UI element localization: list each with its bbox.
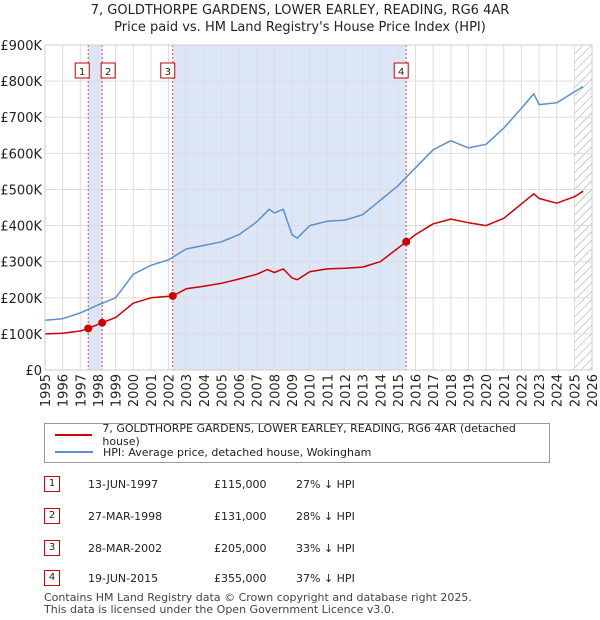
x-tick-label: 2013	[357, 374, 372, 407]
transaction-hpi: 33% ↓ HPI	[296, 542, 355, 555]
legend-item-property: 7, GOLDTHORPE GARDENS, LOWER EARLEY, REA…	[55, 422, 549, 448]
transaction-number: 3	[44, 540, 60, 556]
sale-marker-label: 4	[398, 67, 404, 78]
sale-marker-box	[100, 62, 116, 79]
x-tick-label: 2026	[586, 374, 600, 407]
transaction-row: 2 27-MAR-1998 £131,000 28% ↓ HPI	[44, 508, 564, 526]
legend-label-property: 7, GOLDTHORPE GARDENS, LOWER EARLEY, REA…	[102, 422, 516, 448]
plot-frame	[44, 44, 593, 371]
transaction-row: 4 19-JUN-2015 £355,000 37% ↓ HPI	[44, 570, 564, 588]
footer-licence: This data is licensed under the Open Gov…	[44, 603, 395, 616]
y-tick-label: £900K	[0, 39, 42, 54]
sale-point	[84, 324, 93, 333]
x-tick-label: 2014	[374, 374, 389, 407]
transaction-hpi: 28% ↓ HPI	[296, 510, 355, 523]
x-tick-label: 2001	[145, 374, 160, 407]
x-tick-label: 2018	[445, 374, 460, 407]
transaction-price: £115,000	[214, 478, 267, 491]
property-price-line	[44, 190, 584, 335]
transaction-price: £131,000	[214, 510, 267, 523]
x-tick-label: 2012	[339, 374, 354, 407]
legend-swatch-hpi	[55, 451, 93, 453]
hatched-region	[574, 45, 592, 370]
hpi-line	[44, 85, 584, 321]
x-tick-label: 2022	[515, 374, 530, 407]
chart-title: 7, GOLDTHORPE GARDENS, LOWER EARLEY, REA…	[90, 3, 510, 18]
transaction-row: 3 28-MAR-2002 £205,000 33% ↓ HPI	[44, 540, 564, 558]
x-tick-label: 2025	[568, 374, 583, 407]
x-tick-label: 2023	[533, 374, 548, 407]
transaction-price: £205,000	[214, 542, 267, 555]
x-tick-label: 2004	[198, 374, 213, 407]
sale-point	[168, 291, 177, 300]
ownership-shade	[172, 45, 407, 370]
x-tick-label: 1997	[74, 374, 89, 407]
y-tick-label: £700K	[0, 111, 42, 126]
x-tick-label: 1999	[110, 374, 125, 407]
transaction-date: 28-MAR-2002	[88, 542, 163, 555]
transaction-hpi: 37% ↓ HPI	[296, 572, 355, 585]
price-chart: 1 2 3 4 £0 £100K £200K £300K £400K £500K £600K £70…	[0, 39, 600, 407]
legend-label-hpi: HPI: Average price, detached house, Woki…	[103, 445, 372, 459]
sale-marker-label: 3	[165, 67, 171, 78]
y-tick-label: £100K	[0, 328, 42, 343]
y-tick-label: £300K	[0, 256, 42, 271]
chart-legend: 7, GOLDTHORPE GARDENS, LOWER EARLEY, REA…	[44, 422, 550, 463]
y-tick-label: £600K	[0, 147, 42, 162]
legend-item-hpi: HPI: Average price, detached house, Woki…	[55, 444, 371, 460]
transaction-number: 2	[44, 508, 60, 524]
x-tick-label: 2016	[410, 374, 425, 407]
x-tick-label: 2011	[321, 374, 336, 407]
sale-marker-label: 1	[79, 67, 85, 78]
transaction-number: 4	[44, 570, 60, 586]
sale-marker-box	[393, 62, 409, 79]
y-tick-label: £0	[25, 364, 42, 379]
transaction-date: 19-JUN-2015	[88, 572, 159, 585]
legend-swatch-property	[55, 434, 93, 436]
x-tick-label: 2000	[127, 374, 142, 407]
transaction-row: 1 13-JUN-1997 £115,000 27% ↓ HPI	[44, 476, 564, 494]
x-tick-label: 2007	[251, 374, 266, 407]
footer-copyright: Contains HM Land Registry data © Crown c…	[44, 591, 472, 604]
x-tick-label: 2019	[462, 374, 477, 407]
y-tick-label: £200K	[0, 292, 42, 307]
sale-marker-box	[160, 62, 176, 79]
x-tick-label: 2005	[215, 374, 230, 407]
x-tick-label: 2020	[480, 374, 495, 407]
x-tick-label: 2002	[163, 374, 178, 407]
chart-subtitle: Price paid vs. HM Land Registry's House …	[114, 20, 486, 35]
x-tick-label: 2021	[498, 374, 513, 407]
y-tick-label: £500K	[0, 183, 42, 198]
transaction-price: £355,000	[214, 572, 267, 585]
x-tick-label: 2010	[304, 374, 319, 407]
x-tick-label: 1995	[39, 374, 54, 407]
transaction-hpi: 27% ↓ HPI	[296, 478, 355, 491]
sale-point	[98, 318, 107, 327]
x-tick-label: 2024	[551, 374, 566, 407]
x-tick-label: 1998	[92, 374, 107, 407]
x-tick-label: 2015	[392, 374, 407, 407]
x-tick-label: 2006	[233, 374, 248, 407]
y-tick-label: £400K	[0, 220, 42, 235]
x-tick-label: 2017	[427, 374, 442, 407]
transaction-date: 27-MAR-1998	[88, 510, 163, 523]
sale-marker-label: 2	[105, 67, 111, 78]
sale-marker-box	[74, 62, 90, 79]
x-tick-label: 2009	[286, 374, 301, 407]
x-tick-label: 2003	[180, 374, 195, 407]
x-tick-label: 1996	[57, 374, 72, 407]
transaction-number: 1	[44, 476, 60, 492]
ownership-shade	[88, 45, 103, 370]
transaction-date: 13-JUN-1997	[88, 478, 159, 491]
y-tick-label: £800K	[0, 75, 42, 90]
x-tick-label: 2008	[268, 374, 283, 407]
sale-point	[402, 237, 411, 246]
